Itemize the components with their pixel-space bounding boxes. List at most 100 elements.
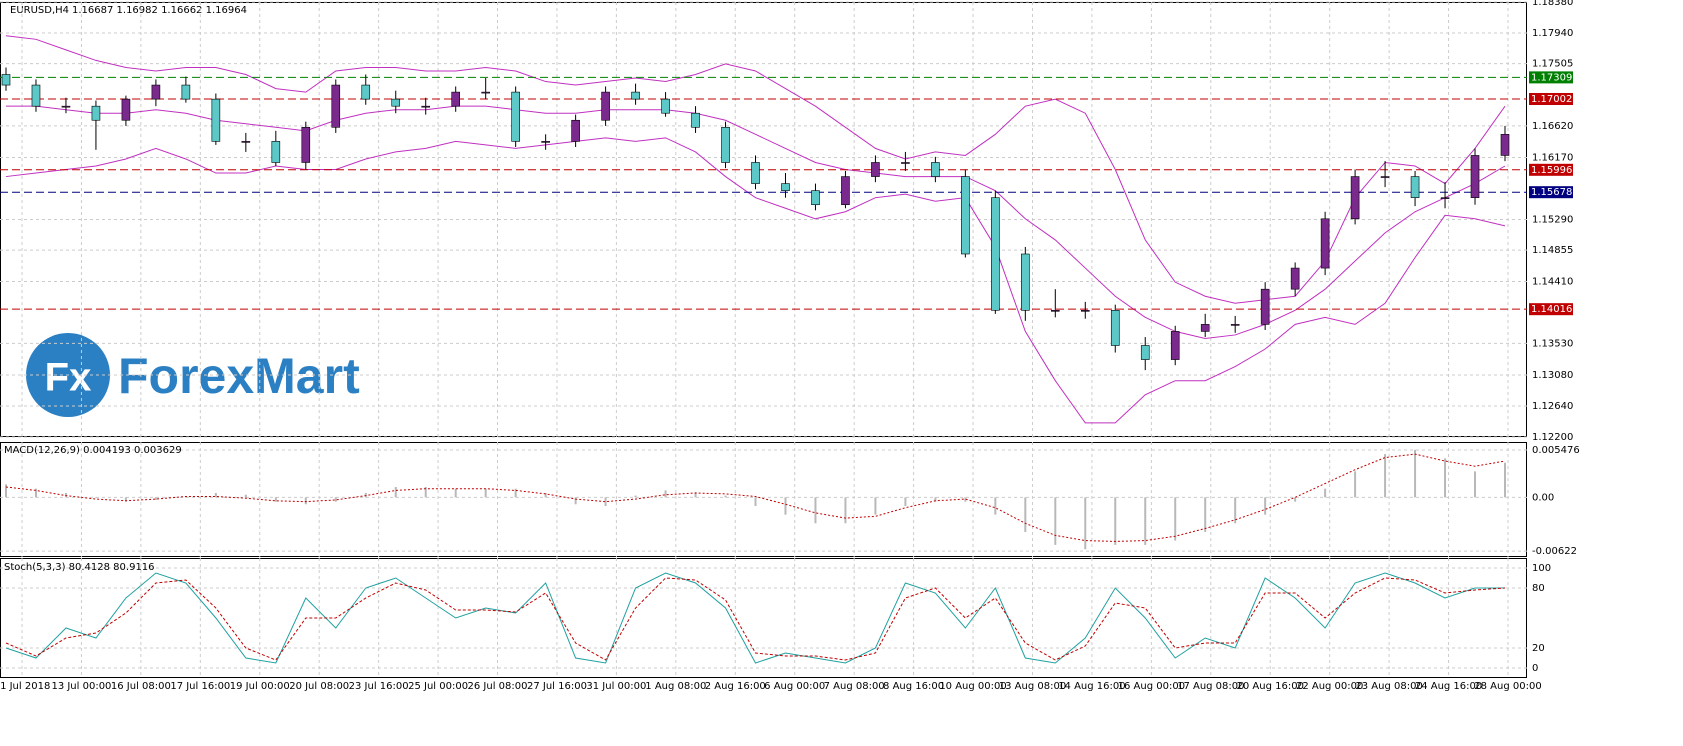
x-tick-label: 13 Aug 08:00 xyxy=(999,681,1066,692)
candle-body xyxy=(1350,176,1360,220)
level-label: 1.17002 xyxy=(1531,94,1572,105)
candle-body xyxy=(811,190,820,206)
x-tick-label: 7 Aug 08:00 xyxy=(824,681,885,692)
x-tick-label: 16 Jul 08:00 xyxy=(111,681,171,692)
y-tick-label: 80 xyxy=(1532,583,1545,594)
stoch-signal xyxy=(5,577,1506,661)
panel-frame xyxy=(0,558,1527,678)
candle-body xyxy=(751,162,760,184)
x-tick-label: 8 Aug 16:00 xyxy=(883,681,944,692)
candle-body xyxy=(661,98,670,114)
y-tick-label: 1.18380 xyxy=(1532,0,1573,8)
candle-body xyxy=(841,176,850,206)
macd-bar xyxy=(334,497,337,502)
macd-bar xyxy=(274,497,277,502)
macd-bar xyxy=(34,488,37,498)
x-tick-label: 1 Aug 08:00 xyxy=(645,681,706,692)
macd-bar xyxy=(1204,497,1207,532)
candle-body xyxy=(1320,218,1330,269)
level-badge xyxy=(1529,186,1573,199)
macd-bar xyxy=(1384,454,1387,498)
candle-body xyxy=(241,141,251,143)
candle-body xyxy=(451,91,461,107)
macd-bar xyxy=(5,484,7,498)
candle-body xyxy=(871,162,880,177)
macd-bar xyxy=(1294,497,1297,502)
candle-body xyxy=(631,91,640,100)
candle-body xyxy=(151,84,161,100)
macd-bar xyxy=(634,495,637,498)
y-tick-label: 1.14855 xyxy=(1532,245,1573,256)
level-badge xyxy=(1529,71,1573,84)
macd-bar xyxy=(1024,497,1027,532)
x-tick-label: 11 Jul 2018 xyxy=(0,681,50,692)
macd-bar xyxy=(214,493,217,498)
candle-body xyxy=(1110,310,1120,346)
candle-body xyxy=(1080,310,1090,312)
x-tick-label: 24 Aug 16:00 xyxy=(1415,681,1482,692)
candle-body xyxy=(511,91,520,142)
candle-body xyxy=(331,84,341,128)
x-tick-label: 31 Jul 00:00 xyxy=(586,681,646,692)
x-tick-label: 17 Jul 16:00 xyxy=(170,681,230,692)
macd-bar xyxy=(514,488,517,498)
logo-icon: Fx xyxy=(45,356,92,400)
x-tick-label: 17 Aug 08:00 xyxy=(1177,681,1244,692)
x-tick-label: 28 Aug 00:00 xyxy=(1474,681,1541,692)
x-tick-label: 23 Aug 08:00 xyxy=(1355,681,1422,692)
y-tick-label: 1.13080 xyxy=(1532,370,1573,381)
candle-body xyxy=(1410,176,1420,198)
macd-bar xyxy=(244,494,247,498)
candle-body xyxy=(361,84,371,100)
candle-body xyxy=(31,84,41,107)
candle-body xyxy=(1200,324,1210,332)
macd-bar xyxy=(454,488,457,498)
candle-body xyxy=(1470,155,1480,198)
macd-bar xyxy=(1414,449,1417,498)
candle-body xyxy=(421,105,431,108)
candle-body xyxy=(1260,288,1270,325)
macd-bar xyxy=(934,497,937,502)
macd-bar xyxy=(1084,497,1087,550)
stoch-main xyxy=(5,572,1505,664)
x-tick-label: 14 Aug 16:00 xyxy=(1058,681,1125,692)
macd-bar xyxy=(664,490,667,498)
candle-body xyxy=(301,126,311,163)
x-tick-label: 25 Jul 00:00 xyxy=(408,681,468,692)
y-tick-label: 0 xyxy=(1532,663,1538,674)
macd-bar xyxy=(184,497,187,498)
macd-bar xyxy=(724,495,727,498)
y-tick-label: 1.12200 xyxy=(1532,432,1573,443)
y-tick-label: 1.17940 xyxy=(1532,28,1573,39)
y-tick-label: 0.005476 xyxy=(1532,445,1580,456)
level-badge xyxy=(1529,92,1573,105)
candle-body xyxy=(271,141,281,163)
macd-bar xyxy=(1264,497,1267,515)
x-tick-label: 19 Jul 00:00 xyxy=(230,681,290,692)
x-tick-label: 27 Jul 16:00 xyxy=(527,681,587,692)
panel-frame xyxy=(0,442,1527,557)
macd-bar xyxy=(814,497,817,524)
macd-bar xyxy=(994,497,997,515)
level-label: 1.14016 xyxy=(1531,304,1572,315)
x-tick-label: 26 Jul 08:00 xyxy=(468,681,528,692)
candle-body xyxy=(61,105,71,108)
candle-body xyxy=(1170,331,1180,360)
candle-body xyxy=(1500,134,1510,156)
x-tick-label: 10 Aug 00:00 xyxy=(939,681,1006,692)
candle-body xyxy=(991,197,1000,311)
x-tick-label: 16 Aug 00:00 xyxy=(1118,681,1185,692)
x-tick-label: 22 Aug 00:00 xyxy=(1296,681,1363,692)
macd-bar xyxy=(784,497,787,515)
level-label: 1.15996 xyxy=(1531,165,1572,176)
candle-body xyxy=(1380,176,1390,178)
macd-bar xyxy=(754,497,757,506)
macd-bar xyxy=(424,486,427,498)
level-badge xyxy=(1529,163,1573,176)
candle-body xyxy=(1290,267,1300,290)
x-tick-label: 2 Aug 16:00 xyxy=(705,681,766,692)
y-tick-label: 1.14410 xyxy=(1532,276,1573,287)
macd-bar xyxy=(124,497,127,502)
indicator-title: MACD(12,26,9) 0.004193 0.003629 xyxy=(4,445,182,456)
candle-body xyxy=(1140,345,1150,360)
